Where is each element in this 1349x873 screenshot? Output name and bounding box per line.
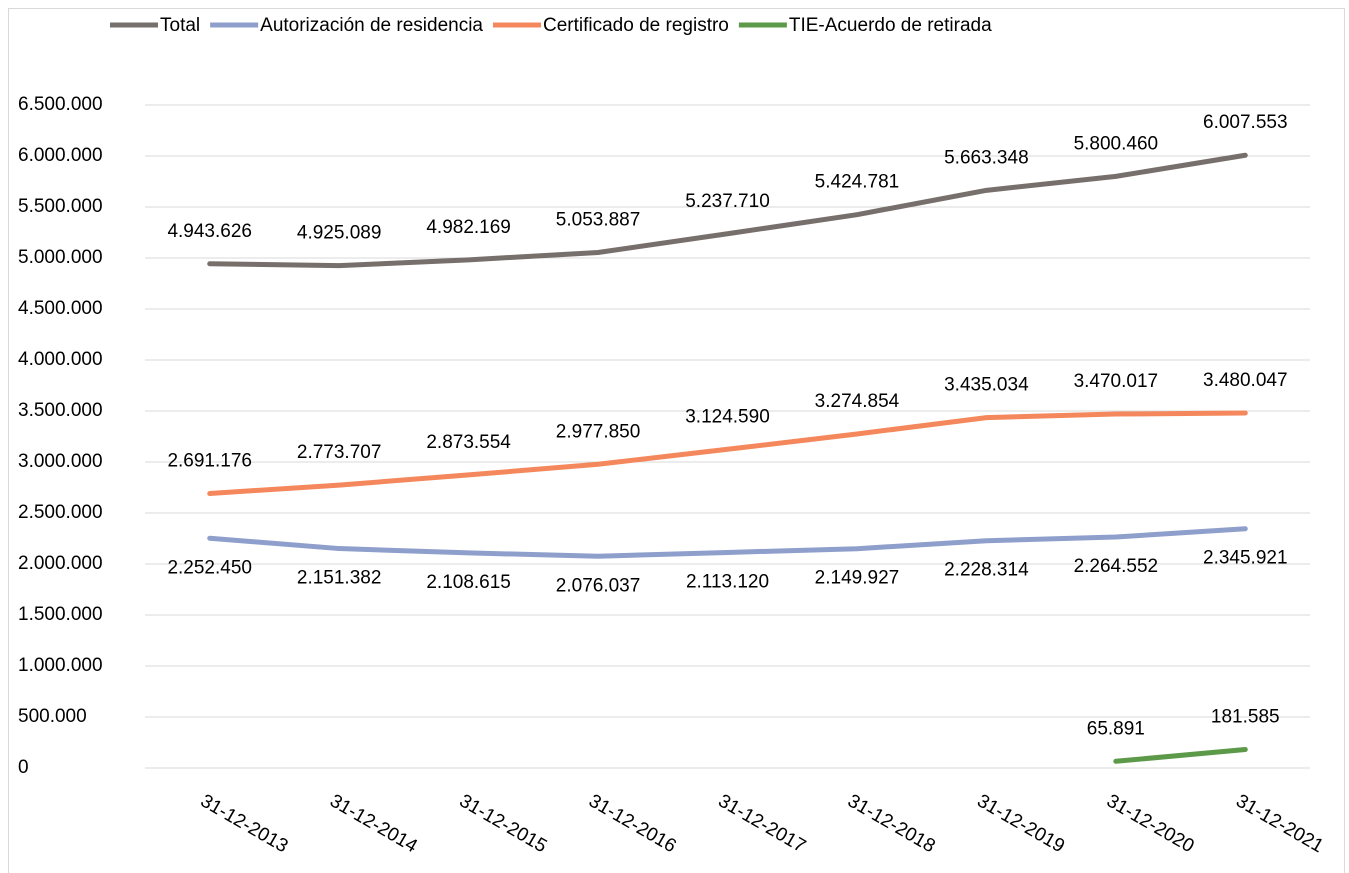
- legend-label: Autorización de residencia: [260, 15, 483, 36]
- y-tick-label: 5.000.000: [18, 247, 103, 268]
- data-label: 6.007.553: [1203, 112, 1288, 133]
- data-label: 2.108.615: [426, 572, 511, 593]
- x-tick-label: 31-12-2013: [197, 790, 292, 857]
- data-label: 3.274.854: [815, 391, 900, 412]
- x-tick-label: 31-12-2019: [973, 790, 1068, 857]
- data-label: 2.773.707: [297, 442, 382, 463]
- data-label: 5.663.348: [944, 147, 1029, 168]
- y-tick-label: 1.000.000: [18, 655, 103, 676]
- legend-label: TIE-Acuerdo de retirada: [789, 15, 992, 36]
- y-tick-label: 0: [18, 757, 29, 778]
- data-label: 5.053.887: [556, 210, 641, 231]
- data-label: 2.113.120: [686, 571, 769, 592]
- data-label: 2.345.921: [1203, 548, 1288, 569]
- data-label: 3.470.017: [1074, 371, 1159, 392]
- data-label: 2.076.037: [556, 575, 641, 596]
- legend-label: Certificado de registro: [543, 15, 729, 36]
- data-label: 5.800.460: [1074, 133, 1159, 154]
- data-label: 2.977.850: [556, 421, 641, 442]
- data-label: 4.982.169: [426, 217, 511, 238]
- series-line: [207, 152, 1248, 269]
- y-tick-label: 3.000.000: [18, 451, 103, 472]
- y-tick-label: 1.500.000: [18, 604, 103, 625]
- y-tick-label: 6.000.000: [18, 145, 103, 166]
- data-label: 3.124.590: [685, 406, 770, 427]
- data-label: 2.252.450: [167, 557, 252, 578]
- legend-label: Total: [160, 15, 200, 36]
- data-label: 5.424.781: [815, 172, 900, 193]
- data-label: 2.873.554: [426, 432, 511, 453]
- y-tick-label: 4.500.000: [18, 298, 103, 319]
- data-label: 2.149.927: [815, 568, 900, 589]
- x-tick-label: 31-12-2014: [326, 790, 421, 857]
- x-tick-label: 31-12-2015: [456, 790, 551, 857]
- series-line: [207, 410, 1248, 496]
- data-label: 2.151.382: [297, 568, 382, 589]
- x-tick-label: 31-12-2017: [714, 790, 809, 857]
- x-tick-label: 31-12-2018: [844, 790, 939, 857]
- y-tick-label: 5.500.000: [18, 196, 103, 217]
- series-line: [1113, 746, 1248, 764]
- data-label: 65.891: [1087, 718, 1145, 739]
- data-label: 2.691.176: [167, 451, 252, 472]
- y-tick-label: 3.500.000: [18, 400, 103, 421]
- x-tick-label: 31-12-2020: [1103, 790, 1198, 857]
- series-line: [207, 526, 1248, 559]
- data-label: 4.925.089: [297, 223, 382, 244]
- chart-border: [8, 8, 1345, 873]
- data-label: 2.264.552: [1074, 556, 1159, 577]
- data-label: 181.585: [1211, 706, 1280, 727]
- data-label: 3.480.047: [1203, 370, 1288, 391]
- data-label: 3.435.034: [944, 375, 1029, 396]
- x-tick-label: 31-12-2021: [1232, 790, 1327, 857]
- y-tick-label: 6.500.000: [18, 94, 103, 115]
- y-tick-label: 500.000: [18, 706, 87, 727]
- data-label: 2.228.314: [944, 560, 1029, 581]
- y-tick-label: 4.000.000: [18, 349, 103, 370]
- y-tick-label: 2.500.000: [18, 502, 103, 523]
- x-tick-label: 31-12-2016: [585, 790, 680, 857]
- data-label: 4.943.626: [167, 221, 252, 242]
- data-label: 5.237.710: [685, 191, 770, 212]
- y-tick-label: 2.000.000: [18, 553, 103, 574]
